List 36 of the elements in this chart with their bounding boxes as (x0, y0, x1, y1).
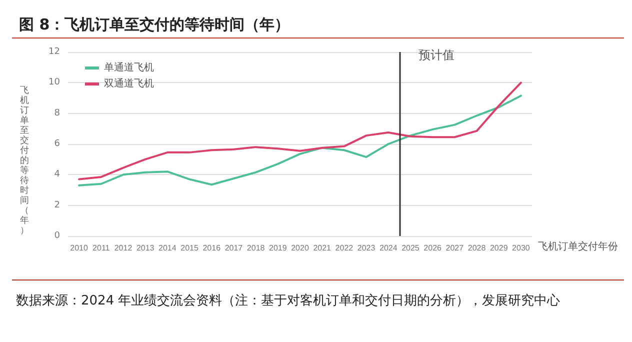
x-tick-label: 2030 (512, 244, 530, 252)
x-tick-label: 2020 (291, 244, 310, 252)
y-tick-label: 2 (54, 200, 60, 210)
y-tick-label: 8 (54, 108, 60, 118)
x-tick-label: 2022 (335, 244, 354, 252)
x-tick-label: 2013 (136, 244, 155, 252)
x-tick-label: 2018 (246, 244, 266, 252)
y-tick-label: 10 (48, 78, 60, 88)
x-tick-label: 2025 (402, 244, 420, 252)
x-tick-label: 2014 (158, 244, 177, 252)
y-tick-label: 4 (54, 170, 60, 180)
x-tick-label: 2024 (379, 244, 398, 252)
x-tick-label: 2027 (446, 244, 464, 252)
x-tick-label: 2010 (70, 244, 88, 252)
text: 飞机订单至交付的等待时间（年） (20, 86, 29, 236)
x-axis-title: 飞机订单交付年份 (538, 240, 618, 252)
x-tick-label: 2028 (468, 244, 486, 252)
x-tick-label: 2019 (269, 244, 288, 252)
legend-label: 单通道飞机 (104, 62, 154, 74)
y-tick-label: 12 (48, 47, 60, 57)
x-tick-label: 2017 (224, 244, 244, 252)
x-tick-label: 2011 (92, 244, 110, 252)
x-tick-label: 2021 (313, 244, 332, 252)
source-note: 数据来源：2024 年业绩交流会资料（注：基于对客机订单和交付日期的分析），发展研究中心 (16, 292, 560, 308)
y-tick-label: 0 (54, 231, 60, 241)
x-tick-label: 2029 (490, 244, 508, 252)
x-tick-label: 2026 (424, 244, 442, 252)
x-tick-label: 2023 (357, 244, 376, 252)
line-series (78, 94, 522, 186)
chart-title: 图 8：飞机订单至交付的等待时间（年） (19, 16, 290, 34)
x-tick-label: 2016 (202, 244, 222, 252)
ref-line-label: 预计值 (418, 48, 454, 62)
x-tick-label: 2012 (114, 244, 133, 252)
y-tick-label: 6 (54, 139, 60, 149)
legend-label: 双通道飞机 (104, 78, 154, 90)
x-tick-label: 2015 (180, 244, 199, 252)
